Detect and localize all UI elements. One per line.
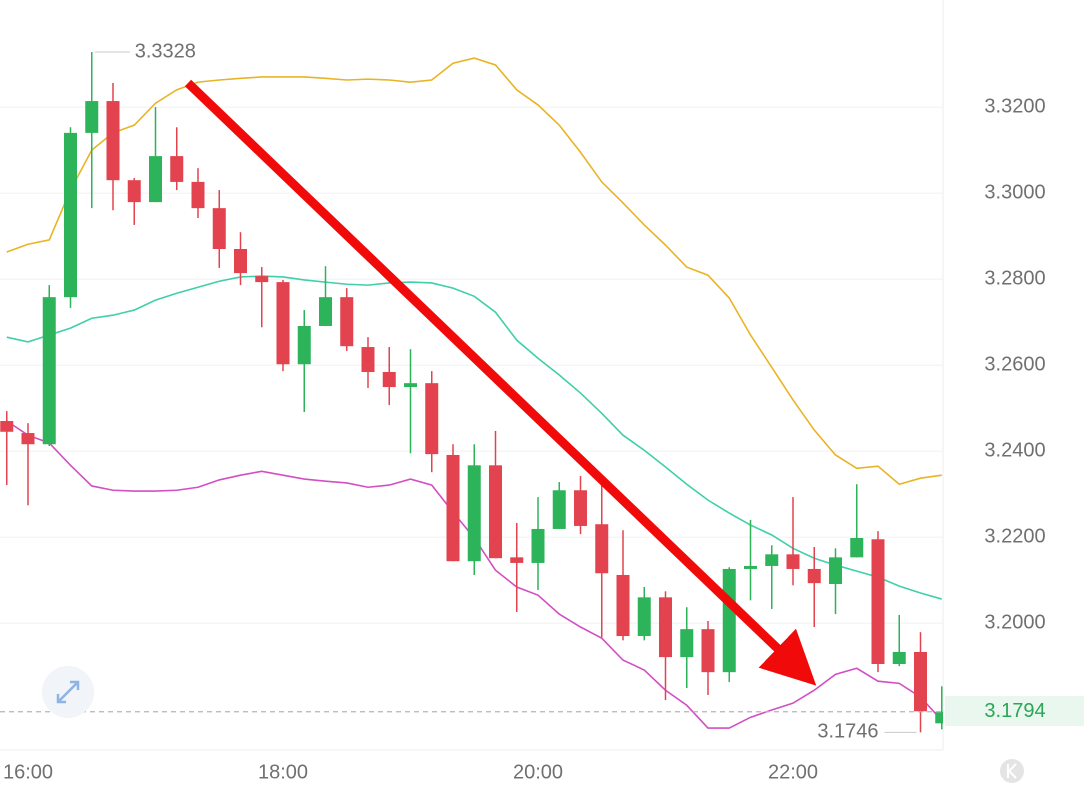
y-tick-label: 3.3000 [984, 181, 1045, 203]
low-marker-label: 3.1746 [817, 721, 878, 743]
candle-body [786, 554, 800, 569]
trend-arrow [184, 79, 817, 686]
candle-body [212, 208, 226, 249]
plot-area [0, 52, 943, 733]
candle-body [361, 347, 375, 372]
candle-body [467, 465, 481, 562]
candle-body [552, 490, 566, 529]
kline-icon-bg[interactable] [1000, 759, 1024, 783]
candle-body [680, 629, 694, 658]
candle-body [531, 528, 545, 563]
candle-body [255, 276, 269, 283]
candle-body [935, 711, 943, 724]
candle-body [297, 325, 311, 365]
candle-body [276, 282, 290, 365]
candle-body [446, 454, 460, 562]
last-price-label: 3.1794 [984, 700, 1045, 722]
candle-body [404, 383, 417, 388]
last-price-box [945, 696, 1084, 726]
candle-body [850, 537, 864, 558]
candle-body [21, 433, 35, 445]
candle-body [106, 101, 120, 181]
candle-body [659, 597, 672, 658]
candle-body [64, 132, 77, 298]
candle-body [701, 629, 715, 673]
candle-body [765, 554, 779, 566]
candle-body [807, 568, 821, 584]
candle-body [425, 383, 439, 455]
labels: 3.3200 3.3000 3.2800 3.2600 3.2400 3.2200 3.20… [3, 40, 1046, 783]
candle-body [382, 371, 396, 388]
y-tick-label: 3.2800 [984, 267, 1045, 289]
candle-body [127, 180, 141, 203]
candle-body [340, 297, 354, 347]
candle-body [574, 490, 587, 526]
candle-body [829, 557, 842, 585]
candle-body [595, 524, 609, 574]
kline-icon-glyph[interactable] [1007, 763, 1017, 779]
candle-body [319, 297, 332, 326]
y-tick-label: 3.3200 [984, 95, 1045, 117]
x-tick-label: 16:00 [3, 761, 53, 783]
candle-body [170, 156, 184, 182]
candle-body [149, 156, 162, 203]
expand-icon-glyph[interactable] [56, 680, 80, 704]
kline-icon[interactable] [1000, 759, 1024, 783]
band-line [6, 275, 942, 600]
candle-body [637, 597, 651, 637]
y-tick-label: 3.2400 [984, 439, 1045, 461]
candle-body [42, 297, 56, 445]
candle-body [489, 465, 502, 559]
candle-body [892, 651, 906, 664]
x-tick-label: 18:00 [258, 761, 308, 783]
candle-body [914, 651, 927, 712]
y-tick-label: 3.2200 [984, 525, 1045, 547]
x-tick-label: 22:00 [768, 761, 818, 783]
y-tick-label: 3.2000 [984, 611, 1045, 633]
candle-body [616, 574, 630, 637]
x-tick-label: 20:00 [513, 761, 563, 783]
candle-body [0, 421, 14, 432]
y-tick-label: 3.2600 [984, 353, 1045, 375]
candle-body [191, 181, 205, 209]
candle-body [871, 539, 885, 664]
high-marker-label: 3.3328 [135, 40, 196, 62]
band-line [6, 57, 942, 486]
candle-body [510, 557, 524, 563]
expand-icon[interactable] [42, 666, 94, 718]
candle-body [744, 565, 757, 569]
candle-body [234, 248, 247, 274]
candle-body [85, 101, 99, 133]
candle-body [722, 568, 736, 673]
